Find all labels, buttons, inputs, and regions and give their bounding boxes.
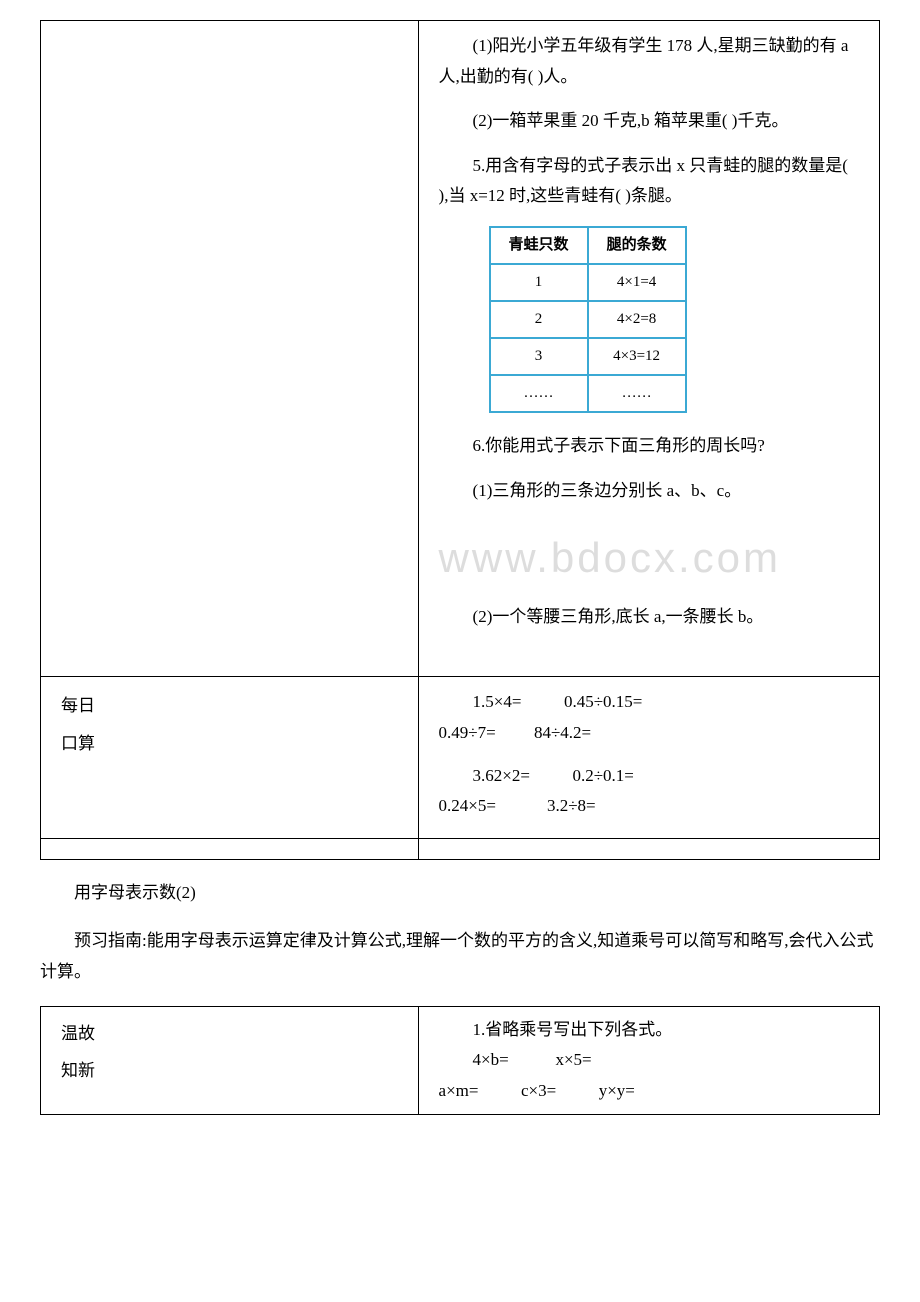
worksheet-table: (1)阳光小学五年级有学生 178 人,星期三缺勤的有 a 人,出勤的有( )人… xyxy=(40,20,880,860)
bottom-left: 温故 知新 xyxy=(41,1006,419,1115)
section-title: 用字母表示数(2) xyxy=(40,878,880,909)
frog-r3l: 3 xyxy=(490,338,588,375)
q6-2: (2)一个等腰三角形,底长 a,一条腰长 b。 xyxy=(439,602,859,633)
q5: 5.用含有字母的式子表示出 x 只青蛙的腿的数量是( ),当 x=12 时,这些… xyxy=(439,151,859,212)
q6: 6.你能用式子表示下面三角形的周长吗? xyxy=(439,431,859,462)
frog-r2r: 4×2=8 xyxy=(588,301,686,338)
row2-right: 1.5×4= 0.45÷0.15= 0.49÷7= 84÷4.2= 3.62×2… xyxy=(418,677,879,838)
row3-left xyxy=(41,838,419,859)
watermark: www.bdocx.com xyxy=(439,520,859,596)
frog-r4r: …… xyxy=(588,375,686,412)
frog-table: 青蛙只数 腿的条数 1 4×1=4 2 4×2=8 3 4×3=12 …… xyxy=(489,226,687,413)
calc-l4: 0.24×5= 3.2÷8= xyxy=(439,791,859,822)
daily-label-2: 口算 xyxy=(61,725,398,762)
frog-r1l: 1 xyxy=(490,264,588,301)
calc-l2: 0.49÷7= 84÷4.2= xyxy=(439,718,859,749)
calc-l1: 1.5×4= 0.45÷0.15= xyxy=(439,687,859,718)
row2-left: 每日 口算 xyxy=(41,677,419,838)
review-label-1: 温故 xyxy=(61,1015,398,1052)
frog-head-right: 腿的条数 xyxy=(588,227,686,264)
daily-label-1: 每日 xyxy=(61,687,398,724)
q4-1: (1)阳光小学五年级有学生 178 人,星期三缺勤的有 a 人,出勤的有( )人… xyxy=(439,31,859,92)
row1-left xyxy=(41,21,419,677)
row3-right xyxy=(418,838,879,859)
q4-2: (2)一箱苹果重 20 千克,b 箱苹果重( )千克。 xyxy=(439,106,859,137)
q6-1: (1)三角形的三条边分别长 a、b、c。 xyxy=(439,476,859,507)
frog-r4l: …… xyxy=(490,375,588,412)
preview-guide: 预习指南:能用字母表示运算定律及计算公式,理解一个数的平方的含义,知道乘号可以简… xyxy=(40,926,880,987)
frog-r1r: 4×1=4 xyxy=(588,264,686,301)
frog-r3r: 4×3=12 xyxy=(588,338,686,375)
bottom-right: 1.省略乘号写出下列各式。 4×b= x×5= a×m= c×3= y×y= xyxy=(418,1006,879,1115)
bottom-table: 温故 知新 1.省略乘号写出下列各式。 4×b= x×5= a×m= c×3= … xyxy=(40,1006,880,1116)
frog-head-left: 青蛙只数 xyxy=(490,227,588,264)
row1-right: (1)阳光小学五年级有学生 178 人,星期三缺勤的有 a 人,出勤的有( )人… xyxy=(418,21,879,677)
calc-l3: 3.62×2= 0.2÷0.1= xyxy=(439,761,859,792)
bottom-l2: a×m= c×3= y×y= xyxy=(439,1076,859,1107)
bottom-q1: 1.省略乘号写出下列各式。 xyxy=(439,1015,859,1046)
review-label-2: 知新 xyxy=(61,1052,398,1089)
bottom-l1: 4×b= x×5= xyxy=(439,1045,859,1076)
frog-r2l: 2 xyxy=(490,301,588,338)
